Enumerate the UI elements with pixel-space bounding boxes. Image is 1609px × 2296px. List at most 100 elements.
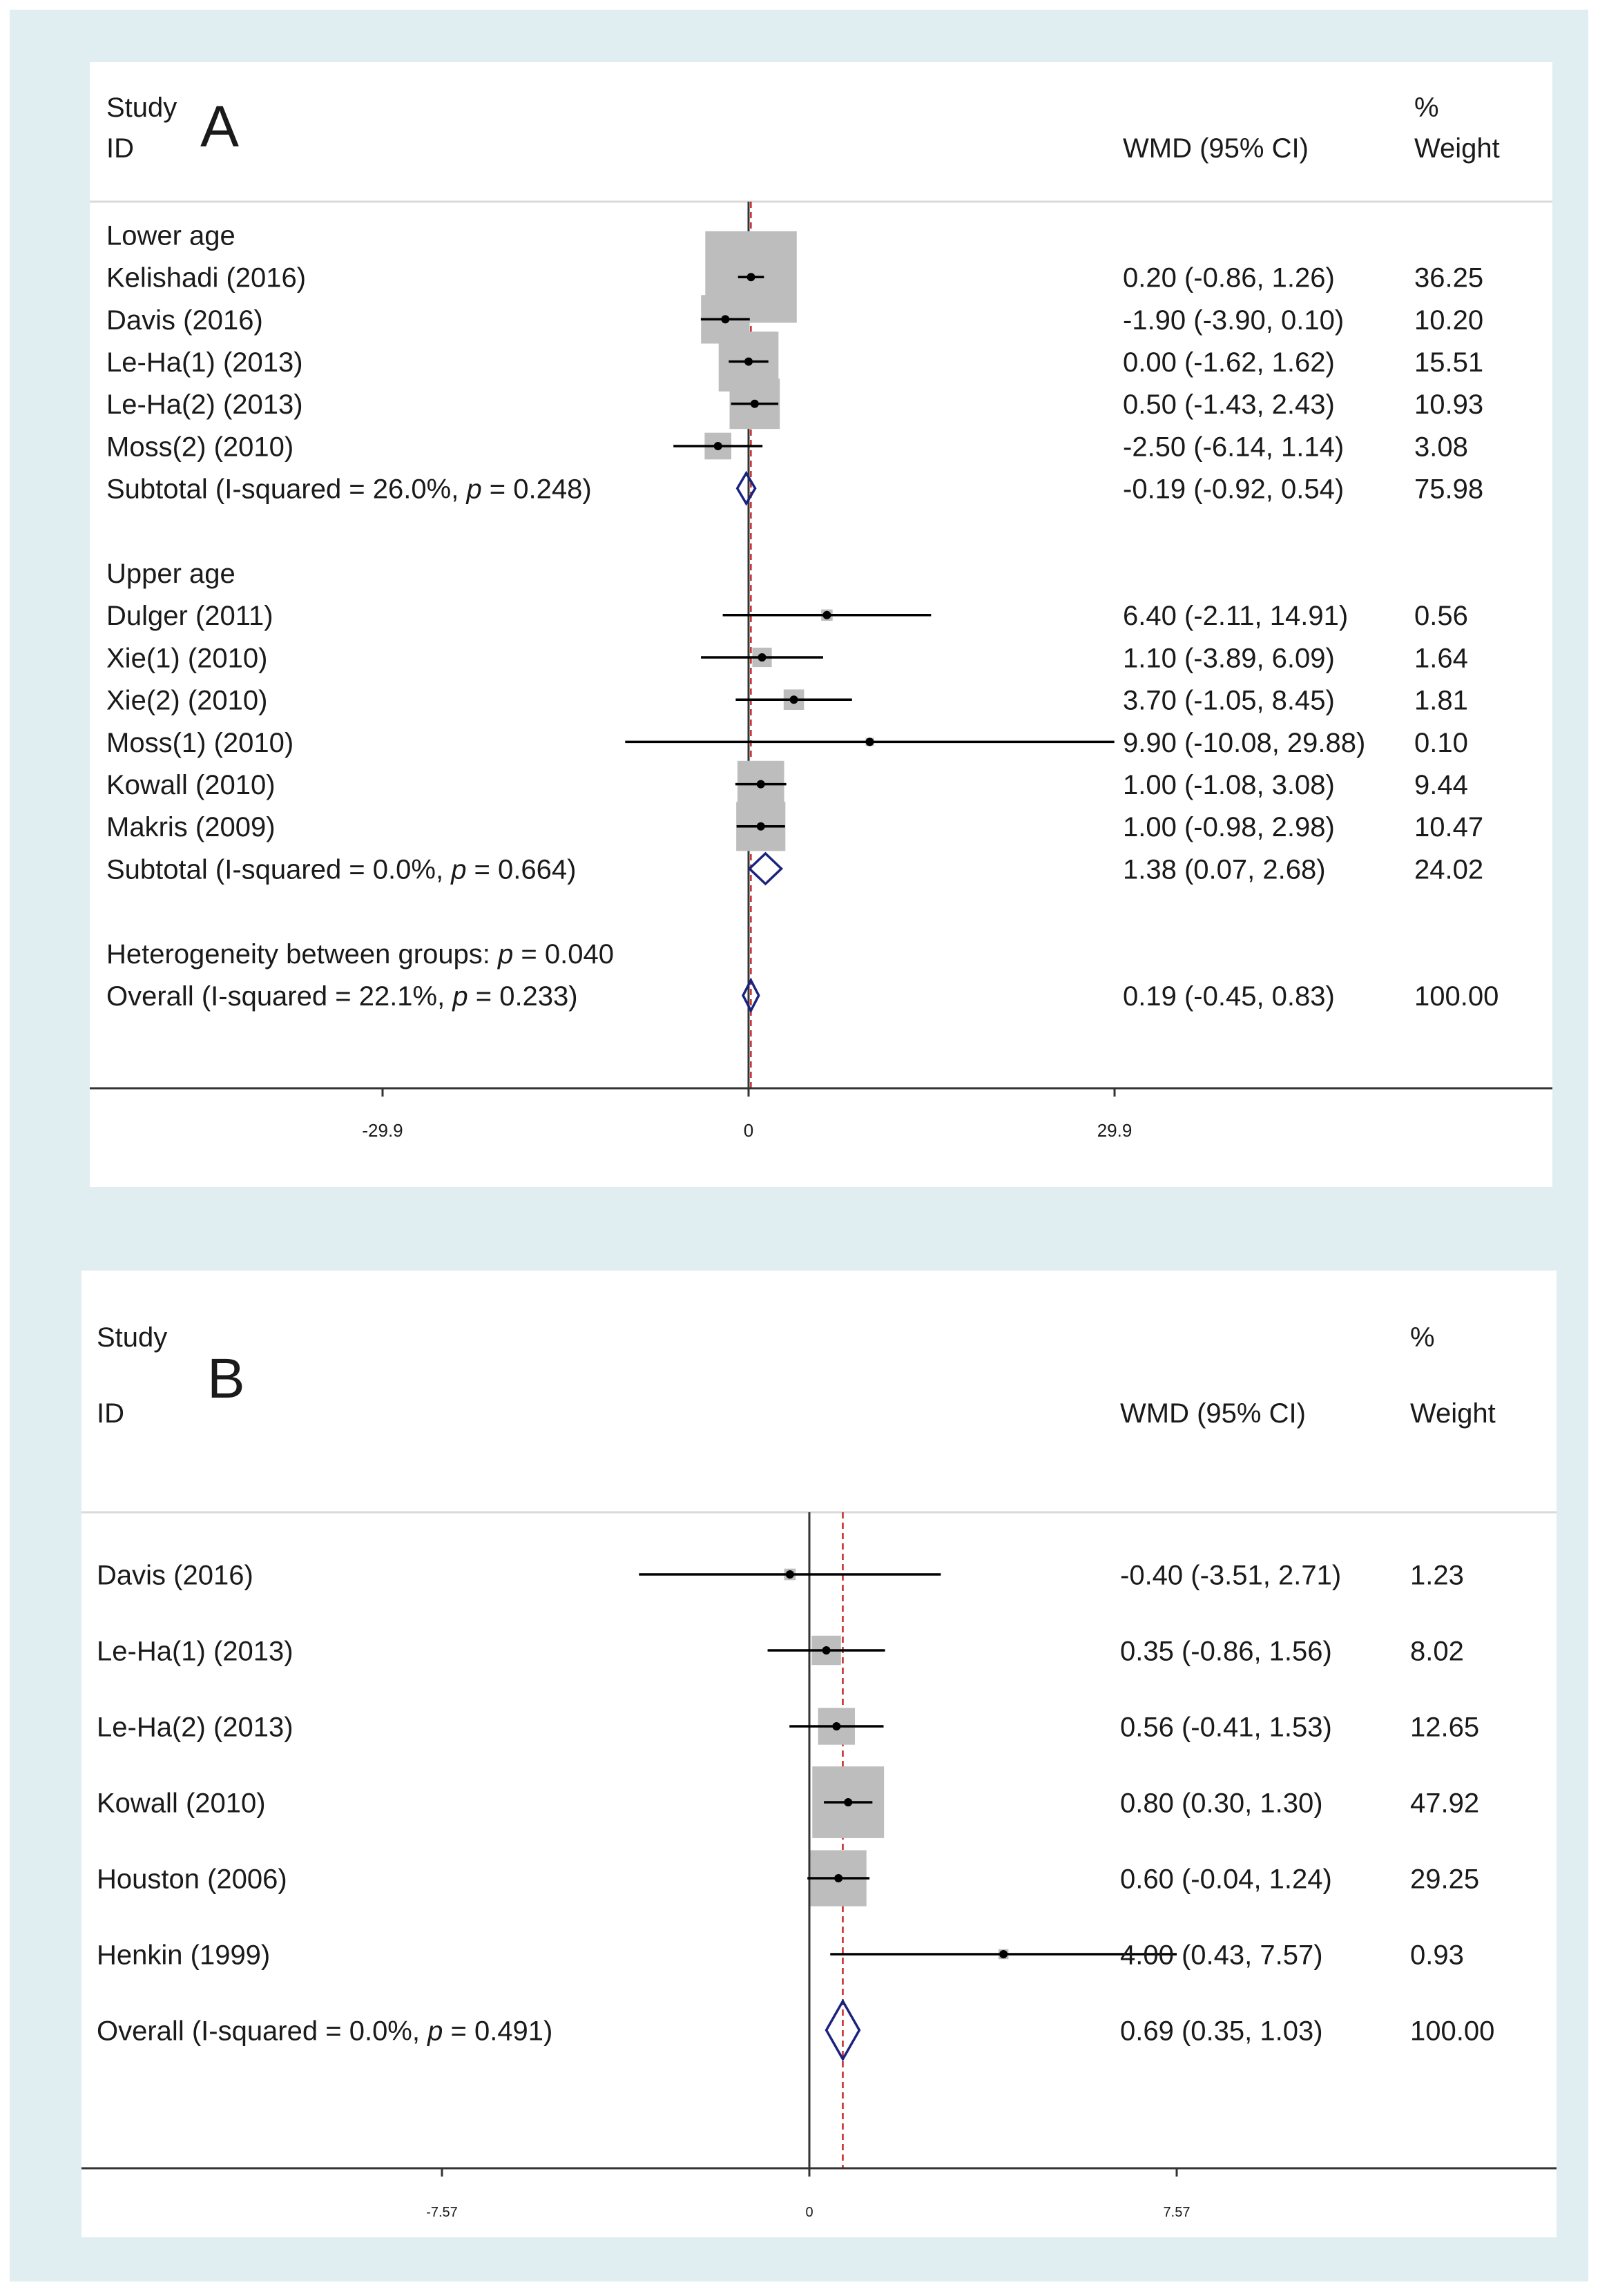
study-label: Moss(1) (2010) xyxy=(106,728,293,758)
wmd-value: -0.19 (-0.92, 0.54) xyxy=(1123,474,1344,505)
weight-value: 47.92 xyxy=(1410,1788,1479,1818)
point-estimate xyxy=(744,357,753,366)
study-label: Kowall (2010) xyxy=(106,770,276,800)
wmd-value: 6.40 (-2.11, 14.91) xyxy=(1123,601,1348,631)
forest-plot-panel-a: Study ID A WMD (95% CI)% Weight Lower age Keli… xyxy=(90,62,1552,1187)
study-label: Xie(1) (2010) xyxy=(106,643,267,673)
wmd-value: 1.00 (-0.98, 2.98) xyxy=(1123,812,1335,842)
study-label: Houston (2006) xyxy=(97,1864,287,1894)
point-estimate xyxy=(750,399,759,408)
point-estimate xyxy=(822,610,831,619)
study-label: Le-Ha(2) (2013) xyxy=(106,389,303,420)
point-estimate xyxy=(713,442,722,450)
weight-value: 24.02 xyxy=(1414,854,1483,885)
point-estimate xyxy=(758,653,767,662)
point-estimate xyxy=(844,1798,853,1806)
point-estimate xyxy=(721,315,730,324)
weight-value: 1.81 xyxy=(1414,686,1468,716)
wmd-value: 0.80 (0.30, 1.30) xyxy=(1120,1788,1323,1818)
x-tick-label: 0 xyxy=(805,2205,813,2220)
subtotal-label: Subtotal (I-squared = 0.0%, p = 0.664) xyxy=(106,854,576,885)
weight-value: 8.02 xyxy=(1410,1636,1464,1666)
overall-label: Overall (I-squared = 0.0%, p = 0.491) xyxy=(97,2016,552,2046)
weight-value: 100.00 xyxy=(1410,2016,1494,2046)
weight-value: 75.98 xyxy=(1414,474,1483,505)
study-label: Dulger (2011) xyxy=(106,601,273,631)
wmd-value: 0.50 (-1.43, 2.43) xyxy=(1123,389,1335,420)
study-label: Le-Ha(1) (2013) xyxy=(106,347,303,378)
header-wmd: WMD (95% CI) xyxy=(1120,1398,1306,1429)
weight-value: 36.25 xyxy=(1414,263,1483,293)
wmd-value: -2.50 (-6.14, 1.14) xyxy=(1123,432,1344,462)
point-estimate xyxy=(785,1570,794,1579)
wmd-value: 0.19 (-0.45, 0.83) xyxy=(1123,981,1335,1012)
wmd-value: 9.90 (-10.08, 29.88) xyxy=(1123,728,1365,758)
wmd-value: 0.69 (0.35, 1.03) xyxy=(1120,2016,1323,2046)
weight-value: 10.93 xyxy=(1414,389,1483,420)
weight-value: 0.93 xyxy=(1410,1940,1464,1970)
wmd-value: 1.10 (-3.89, 6.09) xyxy=(1123,643,1335,673)
weight-value: 10.47 xyxy=(1414,812,1483,842)
weight-value: 10.20 xyxy=(1414,305,1483,336)
header-id: ID xyxy=(106,133,134,164)
x-tick-label: 7.57 xyxy=(1164,2205,1191,2220)
subtotal-diamond xyxy=(747,851,784,886)
forest-plot-b: Study ID B WMD (95% CI)% Weight Davis (2016) -… xyxy=(81,1322,1557,2220)
study-label: Davis (2016) xyxy=(106,305,263,336)
forest-plot-panel-b: Study ID B WMD (95% CI)% Weight Davis (2016) -… xyxy=(81,1271,1557,2237)
wmd-value: 0.35 (-0.86, 1.56) xyxy=(1120,1636,1332,1666)
overall-diamond xyxy=(825,1998,861,2062)
wmd-value: -1.90 (-3.90, 0.10) xyxy=(1123,305,1344,336)
wmd-value: 1.00 (-1.08, 3.08) xyxy=(1123,770,1335,800)
study-label: Moss(2) (2010) xyxy=(106,432,293,462)
header-wmd: WMD (95% CI) xyxy=(1123,133,1309,164)
study-label: Le-Ha(1) (2013) xyxy=(97,1636,293,1666)
header-percent: % xyxy=(1410,1322,1435,1353)
wmd-value: -0.40 (-3.51, 2.71) xyxy=(1120,1560,1341,1590)
header-weight: Weight xyxy=(1414,133,1500,164)
study-label: Kelishadi (2016) xyxy=(106,263,306,293)
wmd-value: 0.20 (-0.86, 1.26) xyxy=(1123,263,1335,293)
point-estimate xyxy=(756,780,765,789)
weight-value: 0.10 xyxy=(1414,728,1468,758)
overall-label: Overall (I-squared = 22.1%, p = 0.233) xyxy=(106,981,578,1012)
wmd-value: 4.00 (0.43, 7.57) xyxy=(1120,1940,1323,1970)
weight-value: 1.23 xyxy=(1410,1560,1464,1590)
weight-value: 9.44 xyxy=(1414,770,1468,800)
x-tick-label: -7.57 xyxy=(426,2205,458,2220)
header-study: Study xyxy=(106,93,177,123)
study-label: Xie(2) (2010) xyxy=(106,686,267,716)
group-heading: Upper age xyxy=(106,559,235,589)
study-label: Davis (2016) xyxy=(97,1560,253,1590)
subtotal-diamond xyxy=(735,470,757,506)
panel-label: B xyxy=(207,1347,245,1410)
header-id: ID xyxy=(97,1398,124,1429)
wmd-value: 0.60 (-0.04, 1.24) xyxy=(1120,1864,1332,1894)
study-label: Henkin (1999) xyxy=(97,1940,270,1970)
wmd-value: 0.00 (-1.62, 1.62) xyxy=(1123,347,1335,378)
weight-value: 29.25 xyxy=(1410,1864,1479,1894)
point-estimate xyxy=(832,1722,841,1730)
study-label: Le-Ha(2) (2013) xyxy=(97,1712,293,1742)
header-percent: % xyxy=(1414,93,1439,123)
weight-value: 3.08 xyxy=(1414,432,1468,462)
header-weight: Weight xyxy=(1410,1398,1496,1429)
weight-value: 100.00 xyxy=(1414,981,1499,1012)
x-tick-label: 29.9 xyxy=(1097,1120,1133,1141)
point-estimate xyxy=(999,1950,1008,1958)
wmd-value: 1.38 (0.07, 2.68) xyxy=(1123,854,1326,885)
x-tick-label: 0 xyxy=(744,1120,753,1141)
weight-value: 12.65 xyxy=(1410,1712,1479,1742)
point-estimate xyxy=(865,737,874,746)
forest-plot-a: Study ID A WMD (95% CI)% Weight Lower age Keli… xyxy=(90,93,1552,1141)
point-estimate xyxy=(746,273,755,282)
point-estimate xyxy=(789,695,798,704)
overall-diamond xyxy=(742,977,760,1014)
weight-value: 15.51 xyxy=(1414,347,1483,378)
x-tick-label: -29.9 xyxy=(362,1120,403,1141)
subtotal-label: Subtotal (I-squared = 26.0%, p = 0.248) xyxy=(106,474,592,505)
point-estimate xyxy=(834,1874,843,1882)
panel-label: A xyxy=(200,94,239,159)
study-label: Makris (2009) xyxy=(106,812,276,842)
header-study: Study xyxy=(97,1322,167,1353)
